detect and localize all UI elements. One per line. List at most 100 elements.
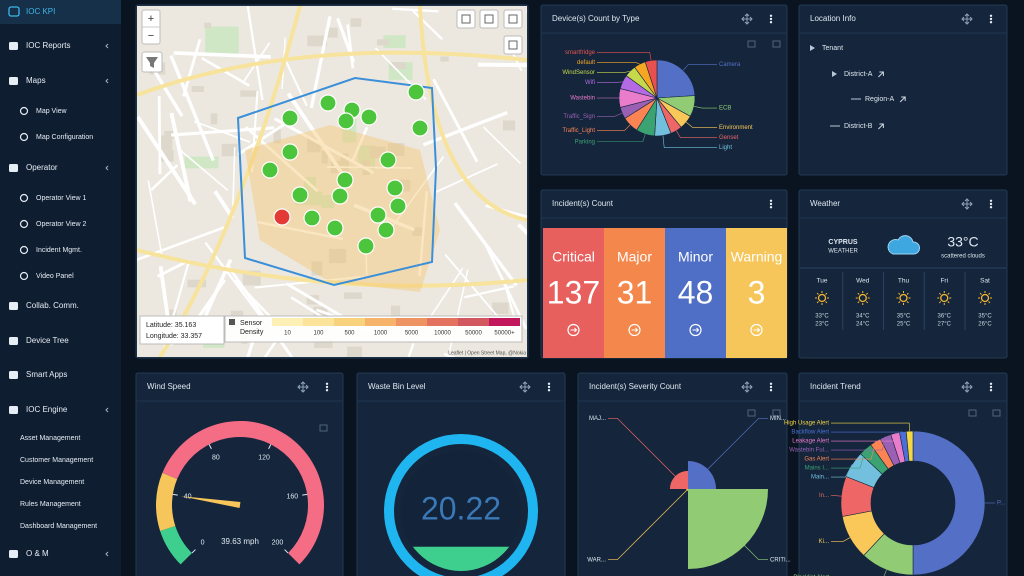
- menu-dot[interactable]: [769, 206, 773, 209]
- day-low: 26°C: [978, 322, 992, 328]
- menu-dot[interactable]: [547, 385, 551, 389]
- map-tool[interactable]: [503, 9, 523, 29]
- nav-item[interactable]: Map Configuration: [36, 134, 93, 141]
- incident-tile[interactable]: [665, 228, 726, 358]
- nav-item[interactable]: Collab. Comm.: [26, 301, 79, 310]
- menu-dot[interactable]: [989, 206, 993, 209]
- menu-dot[interactable]: [769, 17, 773, 21]
- map-tool[interactable]: [479, 9, 499, 29]
- gauge-tick: [284, 549, 289, 554]
- nav-item[interactable]: O & M: [26, 549, 49, 558]
- zoom-in[interactable]: +: [148, 13, 154, 25]
- nav-item[interactable]: Customer Management: [20, 457, 93, 464]
- sun-ray: [857, 292, 860, 295]
- menu-dot[interactable]: [547, 389, 551, 392]
- menu-dot[interactable]: [989, 382, 993, 385]
- nav-item[interactable]: IOC Engine: [26, 405, 68, 414]
- incident-tile[interactable]: [543, 228, 604, 358]
- move-icon[interactable]: [961, 198, 973, 210]
- nav-icon: [19, 219, 29, 229]
- move-icon[interactable]: [741, 381, 753, 393]
- move-icon[interactable]: [297, 381, 309, 393]
- move-icon[interactable]: [961, 13, 973, 25]
- gauge-tick-label: 200: [272, 539, 284, 546]
- move-icon[interactable]: [741, 13, 753, 25]
- gauge-band: [162, 421, 324, 565]
- menu-dot[interactable]: [769, 389, 773, 392]
- street: [244, 126, 319, 192]
- nav-item[interactable]: Incident Mgmt.: [36, 247, 82, 254]
- weather-temperature: 33°C: [947, 234, 978, 250]
- menu-dot[interactable]: [769, 385, 773, 389]
- nav-item[interactable]: IOC Reports: [26, 41, 70, 50]
- menu-dot[interactable]: [989, 14, 993, 17]
- map-layer[interactable]: [119, 6, 584, 413]
- menu-dot[interactable]: [989, 385, 993, 389]
- menu-dot[interactable]: [989, 17, 993, 21]
- open-link[interactable]: [878, 71, 884, 78]
- incident-tile[interactable]: [604, 228, 665, 358]
- menu-dot[interactable]: [325, 385, 329, 389]
- tree-toggle[interactable]: [810, 45, 815, 51]
- open-button[interactable]: [567, 323, 580, 337]
- street: [201, 56, 250, 87]
- menu-dot[interactable]: [769, 202, 773, 206]
- open-button[interactable]: [689, 323, 702, 337]
- tool-icon[interactable]: [772, 409, 781, 417]
- menu-dot[interactable]: [325, 389, 329, 392]
- street: [392, 7, 439, 13]
- move-icon[interactable]: [961, 381, 973, 393]
- building: [347, 346, 363, 357]
- nav-item[interactable]: Device Management: [20, 479, 84, 486]
- tool-icon[interactable]: [992, 409, 1001, 417]
- gauge-tick: [302, 493, 308, 496]
- menu-dot[interactable]: [769, 21, 773, 24]
- open-link[interactable]: [878, 123, 884, 130]
- density-label: 5000: [405, 331, 419, 337]
- map-tool[interactable]: [503, 35, 523, 55]
- menu-dot[interactable]: [769, 14, 773, 17]
- building: [187, 279, 207, 288]
- nav-icon: [9, 371, 18, 379]
- menu-dot[interactable]: [989, 199, 993, 202]
- nav-item[interactable]: Maps: [26, 76, 46, 85]
- menu-dot[interactable]: [325, 382, 329, 385]
- nav-item[interactable]: Asset Management: [20, 435, 80, 442]
- menu-dot[interactable]: [989, 202, 993, 206]
- nav-item[interactable]: Operator View 2: [36, 221, 87, 228]
- nav-item[interactable]: Smart Apps: [26, 370, 67, 379]
- tool-icon[interactable]: [319, 424, 328, 432]
- nav-item[interactable]: Map View: [36, 108, 68, 115]
- open-button[interactable]: [628, 323, 641, 337]
- label-line: [831, 433, 896, 442]
- tool-icon[interactable]: [772, 40, 781, 48]
- open-button[interactable]: [750, 323, 763, 337]
- street: [482, 126, 521, 164]
- nav-item[interactable]: Operator View 1: [36, 195, 87, 202]
- menu-dot[interactable]: [989, 21, 993, 24]
- map-tool[interactable]: [456, 9, 476, 29]
- move-icon[interactable]: [519, 381, 531, 393]
- incident-tile[interactable]: [726, 228, 787, 358]
- nav-item[interactable]: Video Panel: [36, 273, 74, 280]
- zoom-out[interactable]: −: [148, 30, 154, 42]
- panel-title: Incident(s) Count: [552, 199, 614, 208]
- nav-item[interactable]: Dashboard Management: [20, 523, 97, 530]
- nav-item[interactable]: Operator: [26, 163, 58, 172]
- tool-icon[interactable]: [747, 409, 756, 417]
- slice-label: Main...: [811, 475, 829, 481]
- legend-checkbox[interactable]: [229, 319, 235, 325]
- menu-dot[interactable]: [547, 382, 551, 385]
- menu-dot[interactable]: [769, 199, 773, 202]
- brand-row[interactable]: [0, 0, 121, 24]
- nav-item[interactable]: Device Tree: [26, 336, 69, 345]
- menu-dot[interactable]: [989, 389, 993, 392]
- tool-icon[interactable]: [968, 409, 977, 417]
- sensor-marker: [411, 119, 429, 137]
- tree-toggle[interactable]: [832, 71, 837, 77]
- open-link[interactable]: [899, 96, 906, 103]
- nav-item[interactable]: Rules Management: [20, 501, 81, 508]
- tool-icon[interactable]: [747, 40, 756, 48]
- nav-icon: [9, 164, 18, 172]
- menu-dot[interactable]: [769, 382, 773, 385]
